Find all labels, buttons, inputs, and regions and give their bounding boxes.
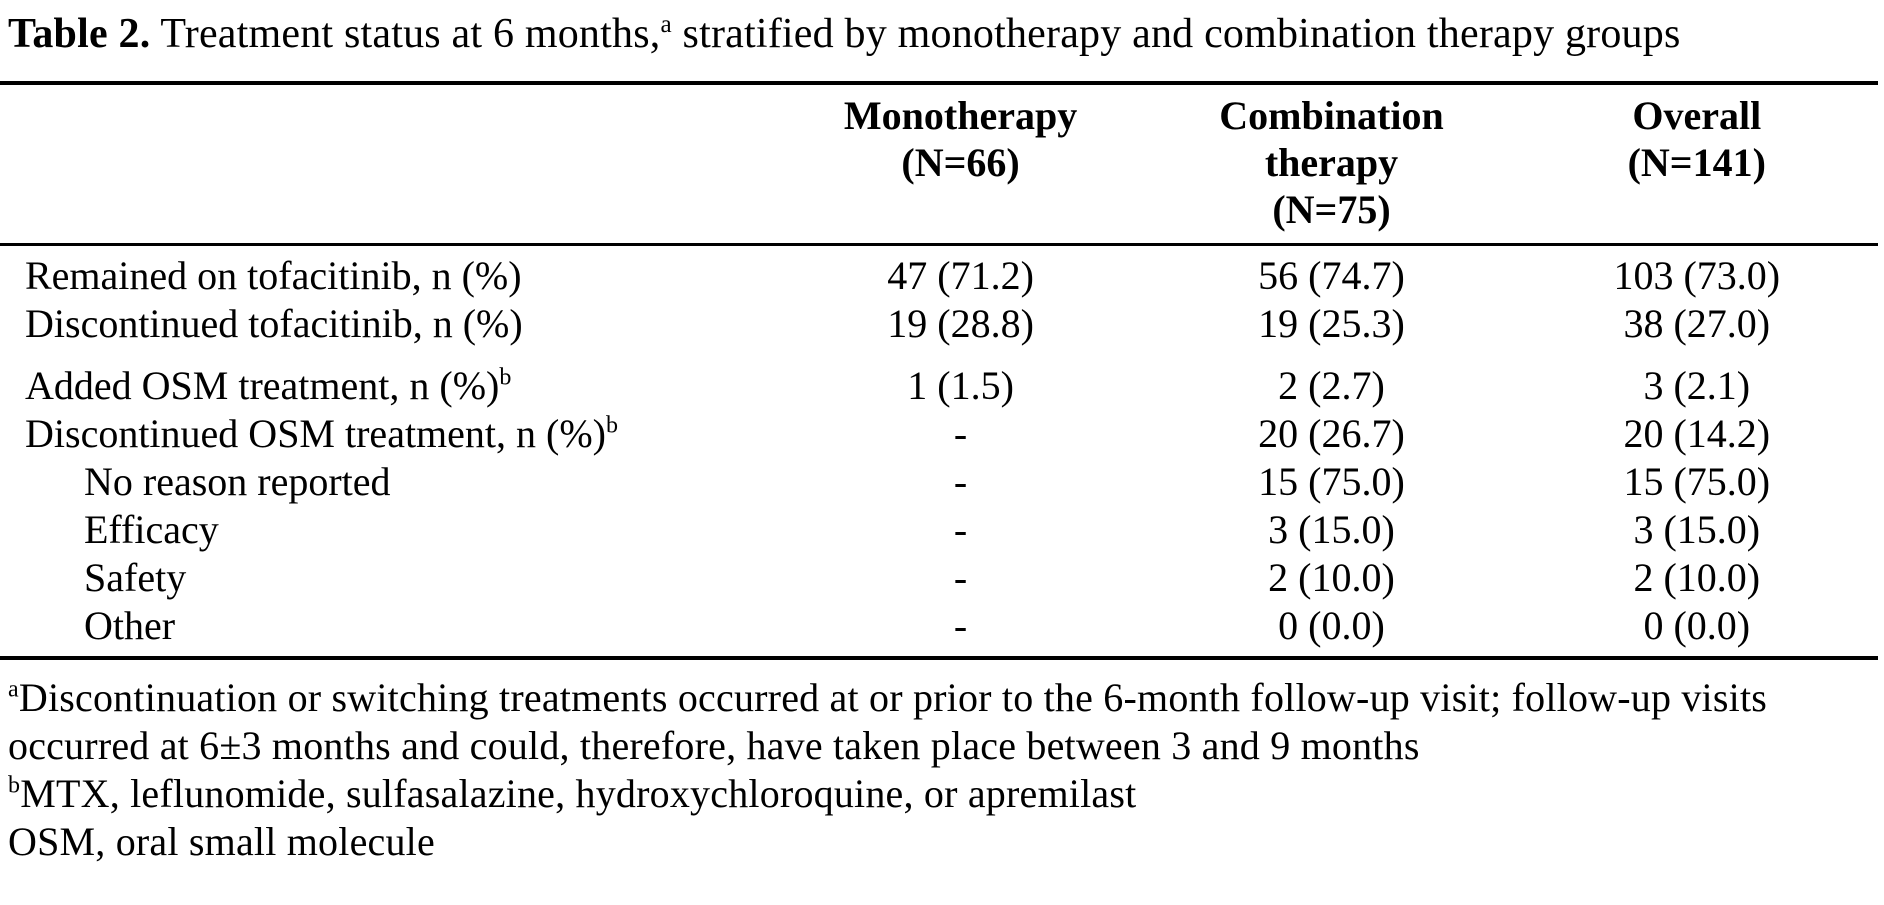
table-row-added-osm-treatment: Added OSM treatment, n (%)b 1 (1.5) 2 (2… [0,348,1878,410]
footnote-b: bMTX, leflunomide, sulfasalazine, hydrox… [8,770,1878,818]
caption-text-before-footnote: Treatment status at 6 months, [160,11,661,57]
caption-text-after-footnote: stratified by monotherapy and combinatio… [682,11,1681,57]
footnote-b-marker: b [8,773,21,800]
row-label-text: Added OSM treatment, n (%) [25,363,500,409]
caption-footnote-marker-a: a [660,11,672,38]
table-row-efficacy: Efficacy - 3 (15.0) 3 (15.0) [0,506,1878,554]
footnote-a: aDiscontinuation or switching treatments… [8,674,1878,770]
cell-monotherapy: 47 (71.2) [887,253,1034,299]
cell-overall: 2 (10.0) [1633,555,1761,601]
row-label-text: Remained on tofacitinib, n (%) [25,253,522,299]
row-label: Other [0,602,774,658]
row-label: No reason reported [0,458,774,506]
cell-combination: 15 (75.0) [1258,459,1405,505]
row-label-text: Efficacy [84,507,219,553]
row-label-text: No reason reported [84,459,391,505]
cell-combination: 3 (15.0) [1268,507,1395,553]
row-label: Safety [0,554,774,602]
row-label-text: Other [84,603,176,649]
cell-overall: 3 (15.0) [1633,507,1761,553]
column-header-monotherapy: Monotherapy (N=66) [843,93,1078,185]
cell-combination: 56 (74.7) [1258,253,1405,299]
cell-overall: 103 (73.0) [1613,253,1781,299]
row-footnote-marker-b: b [606,413,618,440]
cell-monotherapy: - [953,603,968,649]
row-label: Discontinued OSM treatment, n (%)b [0,410,774,458]
cell-monotherapy: - [953,411,968,457]
footnote-b-text: MTX, leflunomide, sulfasalazine, hydroxy… [20,771,1137,817]
cell-overall: 38 (27.0) [1623,301,1771,347]
table-row-other: Other - 0 (0.0) 0 (0.0) [0,602,1878,658]
table-caption: Table 2. Treatment status at 6 months,a … [8,6,1878,63]
cell-combination: 0 (0.0) [1278,603,1385,649]
header-blank-cell [0,83,774,245]
row-label-text: Discontinued tofacitinib, n (%) [25,301,523,347]
table-row-no-reason-reported: No reason reported - 15 (75.0) 15 (75.0) [0,458,1878,506]
cell-overall: 3 (2.1) [1643,363,1751,409]
footnote-a-text: Discontinuation or switching treatments … [8,675,1768,769]
cell-combination: 2 (10.0) [1268,555,1395,601]
cell-combination: 19 (25.3) [1258,301,1405,347]
abbreviation-note: OSM, oral small molecule [8,819,435,865]
table-body: Remained on tofacitinib, n (%) 47 (71.2)… [0,245,1878,659]
row-label-text: Safety [84,555,187,601]
cell-overall: 20 (14.2) [1623,411,1771,457]
cell-overall: 0 (0.0) [1643,603,1751,649]
row-footnote-marker-b: b [499,365,512,392]
table-header: Monotherapy (N=66) Combination therapy (… [0,83,1878,245]
cell-monotherapy: - [953,507,968,553]
cell-monotherapy: - [953,555,968,601]
cell-combination: 2 (2.7) [1278,363,1385,409]
cell-combination: 20 (26.7) [1258,411,1405,457]
row-label: Discontinued tofacitinib, n (%) [0,300,774,348]
row-label: Efficacy [0,506,774,554]
treatment-status-table: Monotherapy (N=66) Combination therapy (… [0,81,1878,661]
column-header-combination-therapy: Combination therapy (N=75) [1219,93,1444,232]
cell-monotherapy: 1 (1.5) [907,363,1014,409]
table-row-remained-on-tofacitinib: Remained on tofacitinib, n (%) 47 (71.2)… [0,245,1878,301]
row-label: Remained on tofacitinib, n (%) [0,245,774,301]
cell-monotherapy: 19 (28.8) [887,301,1034,347]
footnote-a-marker: a [8,677,19,704]
cell-overall: 15 (75.0) [1623,459,1771,505]
row-label-text: Discontinued OSM treatment, n (%) [25,411,606,457]
table-row-discontinued-tofacitinib: Discontinued tofacitinib, n (%) 19 (28.8… [0,300,1878,348]
table-row-discontinued-osm-treatment: Discontinued OSM treatment, n (%)b - 20 … [0,410,1878,458]
row-label: Added OSM treatment, n (%)b [0,348,774,410]
footnotes-section: aDiscontinuation or switching treatments… [4,674,1878,866]
cell-monotherapy: - [953,459,968,505]
column-header-overall: Overall (N=141) [1627,93,1766,185]
table-row-safety: Safety - 2 (10.0) 2 (10.0) [0,554,1878,602]
table-number-label: Table 2. [8,11,151,57]
header-row: Monotherapy (N=66) Combination therapy (… [0,83,1878,245]
